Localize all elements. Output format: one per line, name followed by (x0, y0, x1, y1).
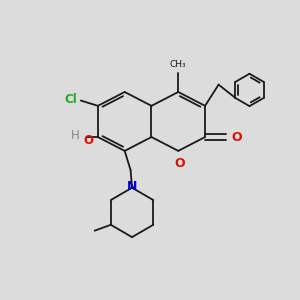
Text: O: O (83, 134, 93, 147)
Text: H: H (70, 129, 79, 142)
Text: O: O (174, 158, 185, 170)
Text: CH₃: CH₃ (170, 60, 187, 69)
Text: N: N (127, 180, 137, 193)
Text: Cl: Cl (64, 93, 77, 106)
Text: O: O (232, 130, 242, 143)
